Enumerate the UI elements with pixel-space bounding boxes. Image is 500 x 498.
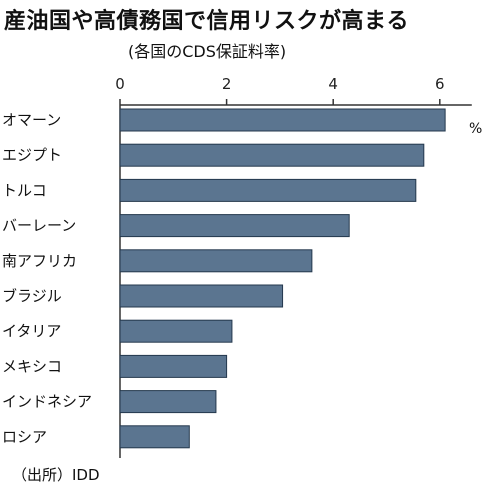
bar — [119, 249, 313, 273]
source-note: （出所）IDD — [12, 466, 100, 484]
x-tick-label: 6 — [435, 75, 445, 93]
bar — [119, 143, 425, 167]
category-label: オマーン — [2, 111, 61, 129]
bar — [119, 390, 217, 414]
x-tick-label: 2 — [222, 75, 232, 93]
x-tick-label: 4 — [328, 75, 338, 93]
category-label: インドネシア — [2, 393, 92, 411]
bar — [119, 214, 350, 238]
category-label: トルコ — [2, 181, 47, 199]
chart-title: 産油国や高債務国で信用リスクが高まる — [4, 9, 410, 34]
category-label: ブラジル — [2, 287, 62, 305]
category-label: 南アフリカ — [2, 252, 77, 270]
category-label: ロシア — [2, 428, 47, 446]
bar — [119, 319, 233, 343]
bar — [119, 178, 417, 202]
category-label: エジプト — [2, 146, 62, 164]
bar — [119, 425, 190, 449]
x-tick-label: 0 — [115, 75, 125, 93]
category-label: イタリア — [2, 322, 61, 340]
unit-label: % — [469, 121, 482, 137]
bar — [119, 284, 284, 308]
category-label: バーレーン — [2, 217, 76, 235]
bar — [119, 108, 446, 132]
chart-subtitle: (各国のCDS保証料率) — [128, 42, 287, 61]
category-label: メキシコ — [2, 357, 62, 375]
bar — [119, 354, 228, 378]
